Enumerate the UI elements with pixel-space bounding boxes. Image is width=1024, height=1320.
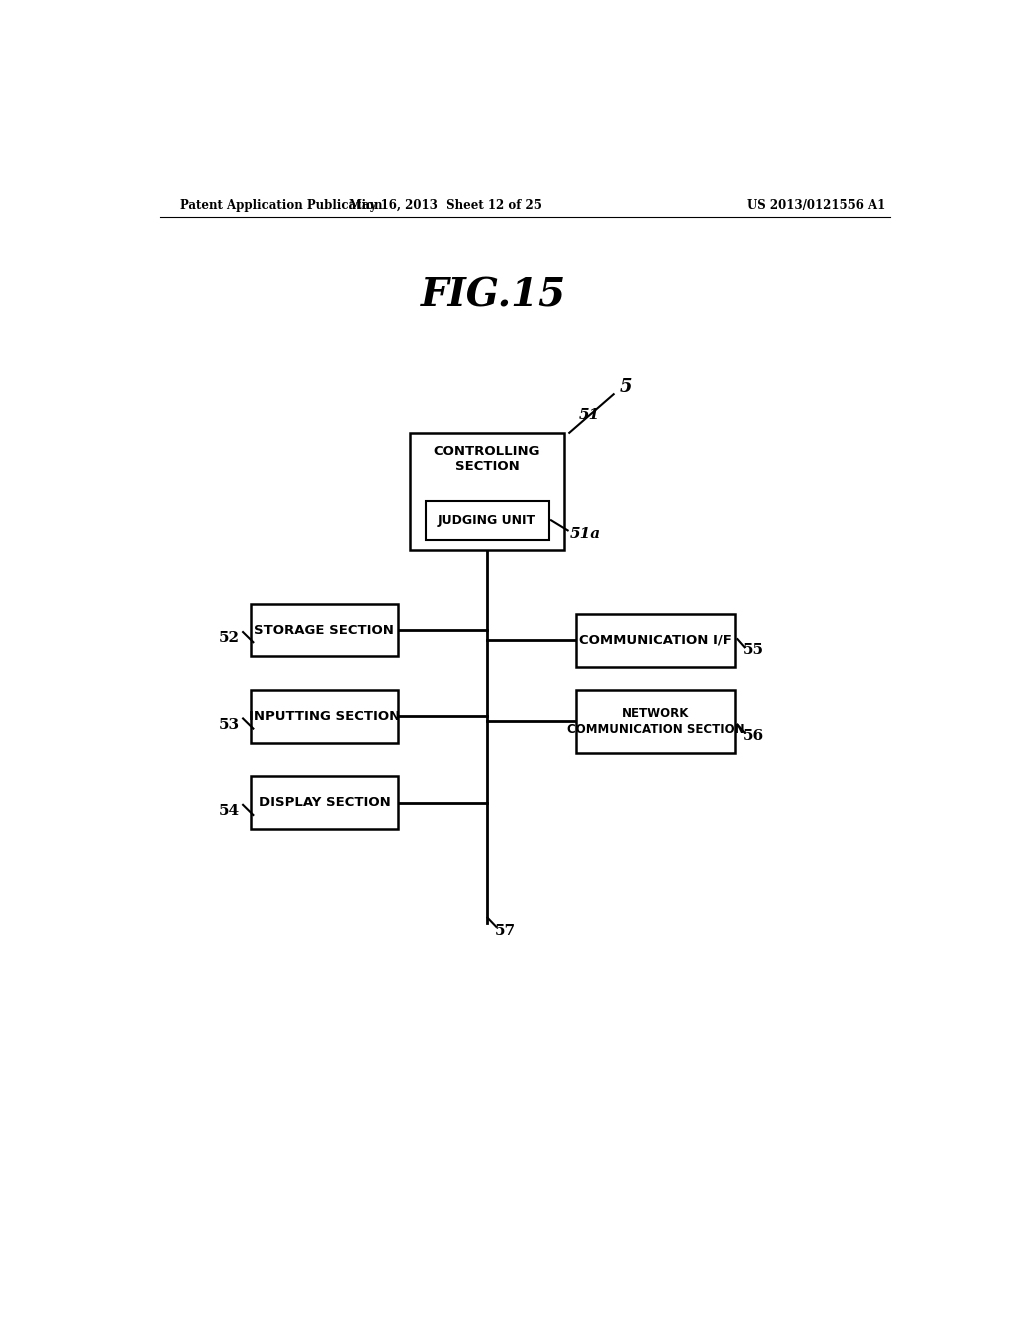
Bar xyxy=(251,776,397,829)
Bar xyxy=(577,690,735,752)
Bar xyxy=(426,500,549,540)
Text: STORAGE SECTION: STORAGE SECTION xyxy=(255,623,394,636)
Text: 51a: 51a xyxy=(569,528,600,541)
Text: 56: 56 xyxy=(743,729,764,743)
Text: May 16, 2013  Sheet 12 of 25: May 16, 2013 Sheet 12 of 25 xyxy=(349,198,542,211)
Text: 57: 57 xyxy=(495,924,516,939)
Text: 55: 55 xyxy=(743,643,764,657)
Text: 51: 51 xyxy=(579,408,600,421)
Bar xyxy=(251,690,397,743)
Bar xyxy=(251,603,397,656)
Text: FIG.15: FIG.15 xyxy=(421,277,565,314)
Text: US 2013/0121556 A1: US 2013/0121556 A1 xyxy=(748,198,886,211)
Text: 52: 52 xyxy=(218,631,240,645)
Text: INPUTTING SECTION: INPUTTING SECTION xyxy=(249,710,400,723)
Text: JUDGING UNIT: JUDGING UNIT xyxy=(438,513,537,527)
Bar xyxy=(577,614,735,667)
Text: 53: 53 xyxy=(218,718,240,731)
Text: CONTROLLING
SECTION: CONTROLLING SECTION xyxy=(434,445,541,473)
Text: Patent Application Publication: Patent Application Publication xyxy=(179,198,382,211)
Text: DISPLAY SECTION: DISPLAY SECTION xyxy=(258,796,390,809)
Text: COMMUNICATION I/F: COMMUNICATION I/F xyxy=(580,634,732,647)
Text: NETWORK
COMMUNICATION SECTION: NETWORK COMMUNICATION SECTION xyxy=(567,708,744,737)
Text: 5: 5 xyxy=(620,378,633,396)
Text: 54: 54 xyxy=(218,804,240,818)
Bar xyxy=(410,433,564,549)
